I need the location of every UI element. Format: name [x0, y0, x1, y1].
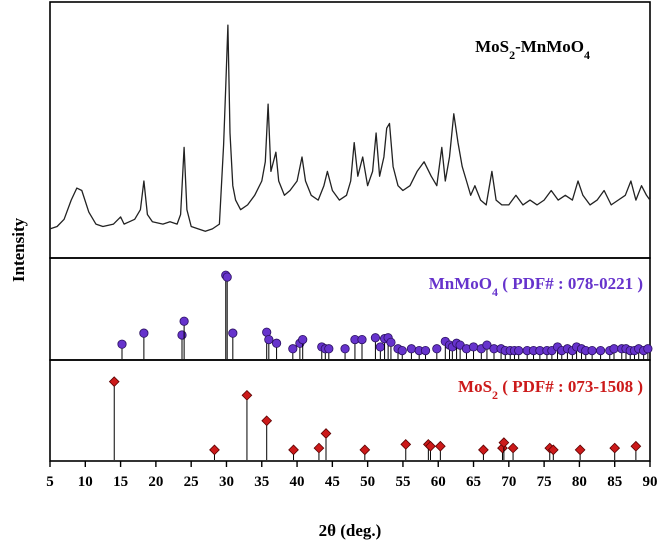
reference-peak-marker: [643, 344, 653, 354]
reference-peak-marker: [434, 440, 446, 452]
reference-peak-marker: [261, 415, 273, 427]
reference-peak-marker: [482, 340, 492, 350]
reference-peak-marker: [498, 437, 510, 448]
reference-peak-marker: [359, 444, 371, 456]
reference-peak-marker: [468, 342, 479, 352]
reference-peak-marker: [271, 338, 282, 348]
reference-peak-marker: [241, 389, 253, 401]
reference-peak-marker: [288, 444, 299, 456]
reference-peak-marker: [177, 330, 187, 340]
x-tick-label: 80: [572, 474, 587, 490]
y-axis-title: Intensity: [9, 217, 28, 282]
x-tick-label: 40: [290, 474, 305, 490]
x-tick-label: 70: [501, 474, 516, 490]
reference-peak-marker: [514, 346, 524, 356]
reference-peak-marker: [375, 342, 385, 352]
reference-peak-marker: [324, 344, 334, 354]
reference-peak-marker: [574, 444, 586, 456]
x-tick-label: 65: [466, 474, 481, 490]
reference-peak-marker: [400, 439, 412, 450]
reference-peak-marker: [139, 328, 149, 338]
reference-peak-marker: [340, 344, 350, 354]
reference-peak-marker: [209, 444, 220, 456]
reference-peak-marker: [117, 339, 127, 349]
x-tick-label: 35: [254, 474, 269, 490]
panel-2: MoS2 ( PDF# : 073-1508 ): [49, 359, 651, 462]
panel-0: MoS2-MnMoO4: [49, 1, 651, 259]
reference-peak-marker: [179, 316, 189, 326]
panel-label-1: MnMoO4 ( PDF# : 078-0221 ): [429, 274, 643, 299]
reference-peak-marker: [630, 440, 642, 452]
reference-peak-marker: [386, 337, 396, 347]
x-tick-label: 5: [46, 474, 54, 490]
x-tick-label: 30: [219, 474, 234, 490]
reference-peak-marker: [313, 442, 325, 454]
reference-peak-marker: [609, 442, 621, 454]
x-tick-label: 45: [325, 474, 340, 490]
reference-peak-marker: [507, 442, 519, 454]
reference-peak-marker: [595, 346, 606, 356]
reference-peak-marker: [547, 444, 559, 456]
reference-peak-marker: [264, 334, 274, 345]
x-tick-label: 10: [78, 474, 93, 490]
reference-peak-marker: [397, 346, 407, 356]
x-tick-label: 75: [537, 474, 552, 490]
reference-peak-marker: [420, 346, 431, 356]
x-tick-label: 60: [431, 474, 446, 490]
panels-group: MoS2-MnMoO4 MnMoO4 ( PDF# : 078-0221 ) MoS…: [49, 1, 653, 462]
reference-peak-marker: [432, 344, 442, 354]
panel-label-0: MoS2-MnMoO4: [475, 37, 590, 62]
reference-peak-marker: [228, 328, 238, 338]
x-tick-label: 50: [360, 474, 375, 490]
reference-peak-marker: [357, 334, 367, 345]
x-tick-label: 55: [395, 474, 410, 490]
reference-peak-marker: [425, 440, 436, 452]
reference-peak-marker: [609, 344, 619, 354]
x-tick-label: 85: [607, 474, 622, 490]
reference-peak-marker: [587, 346, 597, 356]
panel-label-2: MoS2 ( PDF# : 073-1508 ): [458, 377, 643, 402]
reference-peak-marker: [406, 344, 417, 354]
reference-peak-marker: [222, 272, 232, 282]
reference-peak-marker: [298, 334, 308, 345]
x-axis-title: 2θ (deg.): [319, 521, 382, 540]
x-tick-label: 90: [643, 474, 658, 490]
x-tick-label: 15: [113, 474, 128, 490]
reference-peak-marker: [320, 428, 332, 439]
x-axis: 5 10 15 20 25 30 35 40 45 50 55 60 65 70 75 80 85 90: [46, 461, 658, 490]
panel-1: MnMoO4 ( PDF# : 078-0221 ): [49, 257, 653, 361]
reference-peak-marker: [497, 442, 508, 454]
xrd-pattern-line: [49, 24, 651, 232]
panel-frame: [49, 359, 651, 462]
reference-peak-marker: [478, 444, 489, 456]
reference-peak-marker: [108, 376, 120, 388]
x-tick-label: 20: [148, 474, 163, 490]
x-tick-label: 25: [184, 474, 199, 490]
reference-peak-marker: [288, 344, 298, 354]
reference-peak-marker: [370, 333, 381, 343]
